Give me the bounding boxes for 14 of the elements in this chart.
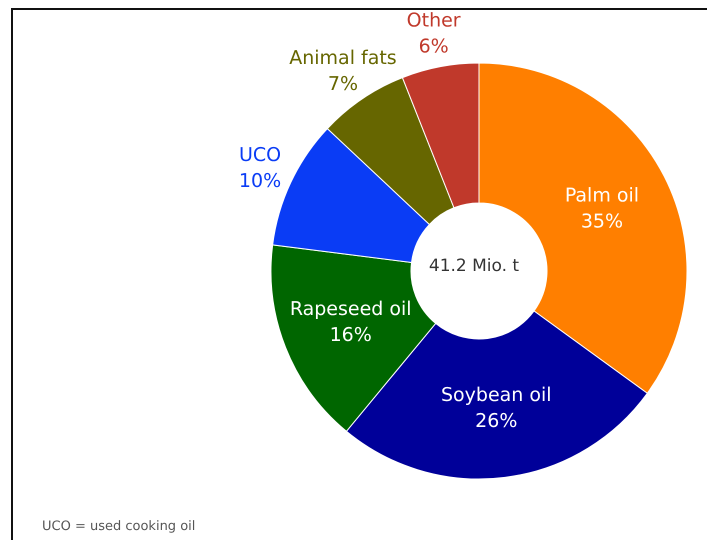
text: 41.2 Mio. t: [428, 255, 520, 278]
text: UCO = used cooking oil: [42, 519, 196, 535]
slice-label: Animal fats: [289, 46, 397, 69]
data-label: 10%: [238, 170, 282, 192]
data-label: 7%: [328, 72, 358, 95]
slice-label: UCO: [238, 144, 282, 166]
slice-label: Rapeseed oil: [290, 298, 412, 320]
data-label: 26%: [475, 410, 518, 432]
data-label: 35%: [580, 210, 624, 232]
slice-label: Palm oil: [564, 184, 640, 206]
slice-label: Other: [406, 9, 461, 32]
data-label: 16%: [330, 324, 372, 346]
slice-label: Soybean oil: [441, 384, 552, 406]
data-label: 6%: [418, 35, 449, 58]
